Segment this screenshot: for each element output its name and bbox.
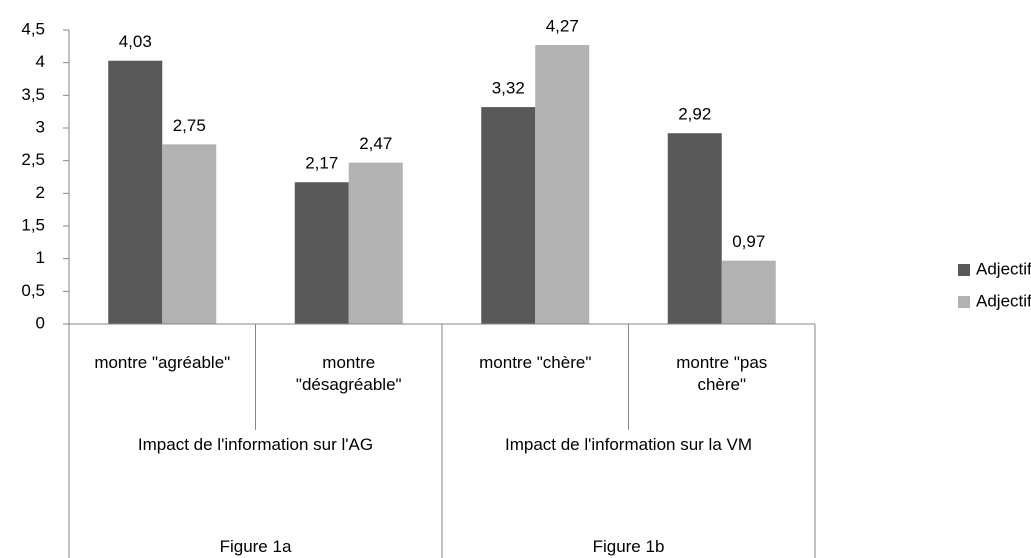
x-tick-label: montre "désagréable": [295, 353, 402, 394]
figure-label: Figure 1b: [592, 537, 665, 556]
y-tick-label: 3,5: [21, 85, 45, 104]
bar: [481, 107, 536, 325]
bar: [294, 182, 349, 324]
bar: [721, 260, 776, 324]
bar: [348, 162, 403, 324]
y-tick-label: 1: [36, 248, 45, 267]
x-tick-label: montre "chère": [479, 353, 592, 372]
bar: [108, 60, 163, 324]
data-label: 4,27: [546, 17, 579, 36]
data-label: 4,03: [119, 32, 152, 51]
legend-label: Adjectifs AG: [976, 259, 1031, 278]
legend-swatch: [958, 296, 970, 308]
data-label: 2,47: [359, 134, 392, 153]
data-label: 3,32: [492, 79, 525, 98]
y-tick-label: 4,5: [21, 19, 45, 38]
y-tick-label: 2,5: [21, 150, 45, 169]
x-tick-label: montre "agréable": [94, 353, 231, 372]
bar: [667, 133, 722, 324]
y-tick-label: 2: [36, 183, 45, 202]
data-label: 2,92: [678, 105, 711, 124]
figure-label: Figure 1a: [219, 537, 292, 556]
data-label: 0,97: [732, 232, 765, 251]
legend-swatch: [958, 264, 970, 276]
y-tick-label: 3: [36, 117, 45, 136]
y-tick-label: 4: [36, 52, 45, 71]
category-group-label: Impact de l'information sur la VM: [504, 435, 752, 454]
data-label: 2,75: [173, 116, 206, 135]
category-group-label: Impact de l'information sur l'AG: [137, 435, 374, 454]
x-tick-label: montre "pas chère": [676, 353, 768, 394]
legend-label: Adjectifs VM: [976, 291, 1031, 310]
data-label: 2,17: [305, 154, 338, 173]
y-tick-label: 0: [36, 313, 45, 332]
bar: [535, 45, 590, 324]
y-tick-label: 1,5: [21, 215, 45, 234]
y-tick-label: 0,5: [21, 281, 45, 300]
bar: [162, 144, 217, 324]
